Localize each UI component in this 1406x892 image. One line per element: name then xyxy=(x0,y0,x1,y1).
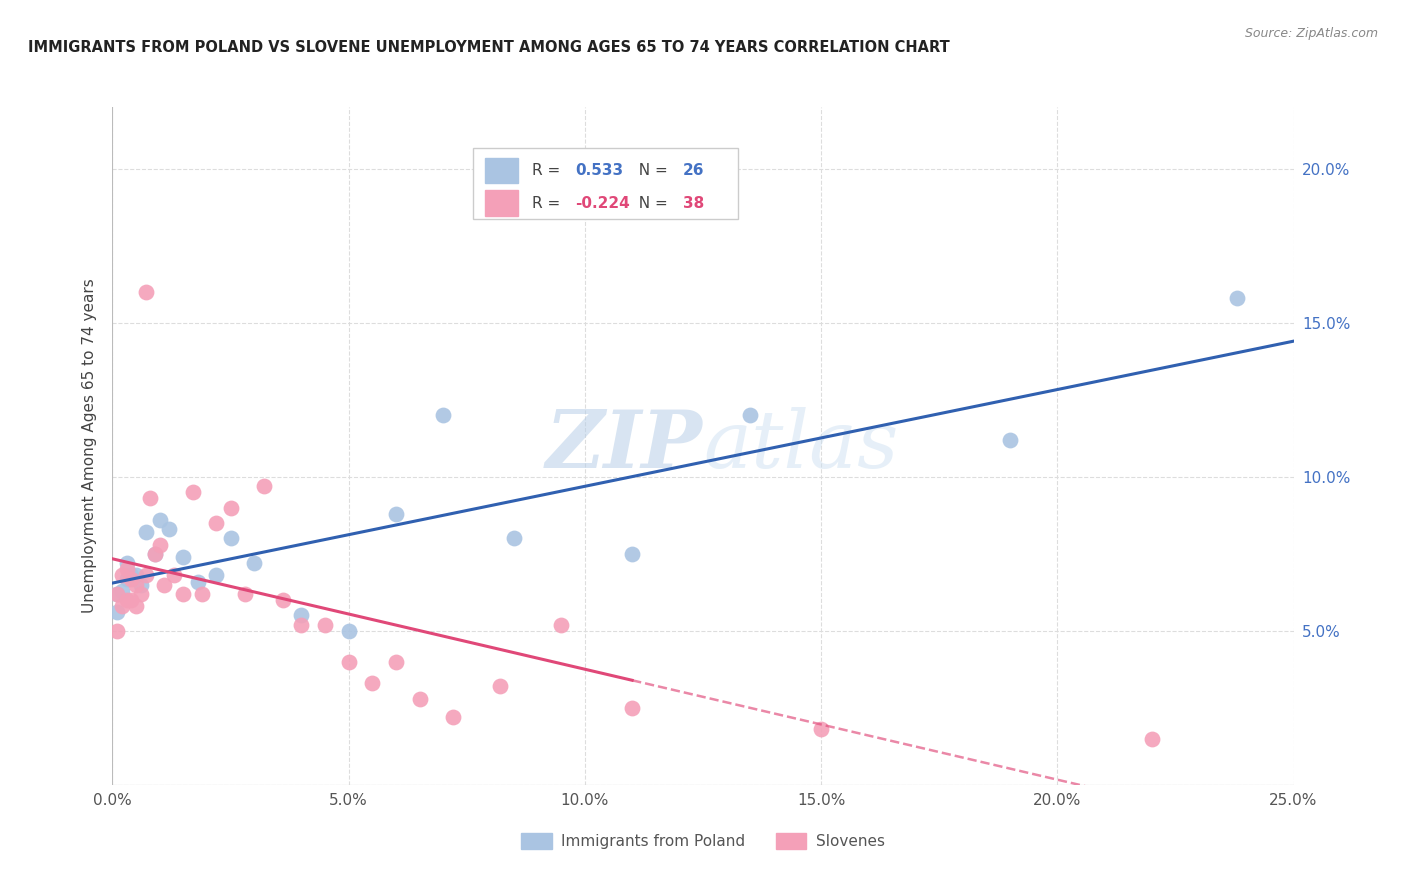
Point xyxy=(125,599,148,614)
Point xyxy=(243,556,266,570)
Point xyxy=(115,593,138,607)
Point xyxy=(115,572,138,586)
Point xyxy=(172,549,194,564)
Text: 38: 38 xyxy=(683,195,704,211)
Point xyxy=(361,676,384,690)
Point xyxy=(105,587,128,601)
Point xyxy=(149,538,172,552)
Point xyxy=(115,562,138,576)
Text: 0.533: 0.533 xyxy=(575,163,624,178)
Point xyxy=(253,479,276,493)
Point xyxy=(621,547,644,561)
Point xyxy=(120,568,142,582)
Point xyxy=(337,655,360,669)
Point xyxy=(1226,291,1249,305)
Text: atlas: atlas xyxy=(703,408,898,484)
Point xyxy=(191,587,214,601)
Point xyxy=(233,587,256,601)
Point xyxy=(135,285,157,299)
FancyBboxPatch shape xyxy=(485,190,517,216)
Point xyxy=(135,525,157,540)
Point xyxy=(125,568,148,582)
FancyBboxPatch shape xyxy=(485,158,517,184)
Point xyxy=(105,606,128,620)
Point xyxy=(181,485,204,500)
Point xyxy=(385,507,408,521)
Point xyxy=(219,500,242,515)
Point xyxy=(314,617,336,632)
Point xyxy=(550,617,572,632)
Point xyxy=(157,522,180,536)
Y-axis label: Unemployment Among Ages 65 to 74 years: Unemployment Among Ages 65 to 74 years xyxy=(82,278,97,614)
Text: IMMIGRANTS FROM POLAND VS SLOVENE UNEMPLOYMENT AMONG AGES 65 TO 74 YEARS CORRELA: IMMIGRANTS FROM POLAND VS SLOVENE UNEMPL… xyxy=(28,40,950,55)
Point xyxy=(172,587,194,601)
Point xyxy=(139,491,162,506)
Point xyxy=(143,547,166,561)
Point xyxy=(153,577,176,591)
Point xyxy=(125,577,148,591)
Text: N =: N = xyxy=(628,195,672,211)
Point xyxy=(111,599,134,614)
Point xyxy=(998,433,1021,447)
Text: 26: 26 xyxy=(683,163,704,178)
Point xyxy=(129,577,152,591)
Point xyxy=(271,593,294,607)
Point xyxy=(163,568,186,582)
Text: N =: N = xyxy=(628,163,672,178)
Point xyxy=(115,556,138,570)
Point xyxy=(503,532,526,546)
Text: R =: R = xyxy=(531,163,569,178)
Text: -0.224: -0.224 xyxy=(575,195,630,211)
Point xyxy=(290,617,312,632)
Point xyxy=(111,568,134,582)
Point xyxy=(290,608,312,623)
Point xyxy=(432,408,454,422)
Point xyxy=(205,516,228,530)
Point xyxy=(441,710,464,724)
Point xyxy=(186,574,208,589)
Point xyxy=(219,532,242,546)
Legend: Immigrants from Poland, Slovenes: Immigrants from Poland, Slovenes xyxy=(516,827,890,855)
FancyBboxPatch shape xyxy=(472,148,738,219)
Point xyxy=(621,701,644,715)
Text: R =: R = xyxy=(531,195,565,211)
Point xyxy=(129,587,152,601)
Point xyxy=(1140,731,1163,746)
Point xyxy=(149,513,172,527)
Point xyxy=(120,593,142,607)
Point xyxy=(205,568,228,582)
Point xyxy=(810,723,832,737)
Point xyxy=(105,624,128,638)
Point xyxy=(111,583,134,598)
Point xyxy=(337,624,360,638)
Point xyxy=(105,587,128,601)
Point xyxy=(385,655,408,669)
Text: Source: ZipAtlas.com: Source: ZipAtlas.com xyxy=(1244,27,1378,40)
Point xyxy=(135,568,157,582)
Point xyxy=(408,691,430,706)
Point xyxy=(143,547,166,561)
Point xyxy=(489,679,512,693)
Point xyxy=(740,408,762,422)
Text: ZIP: ZIP xyxy=(546,408,703,484)
Point xyxy=(120,572,142,586)
